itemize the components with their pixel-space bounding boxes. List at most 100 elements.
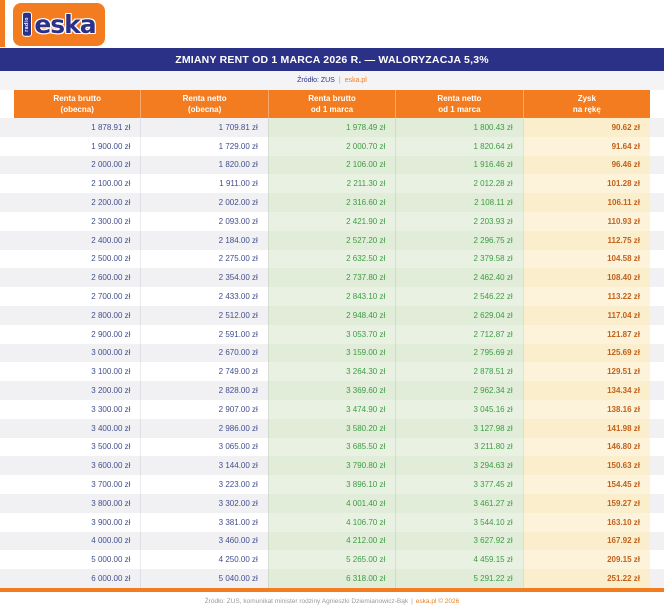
table-row: 3 900.00 zł 3 381.00 zł 4 106.70 zł 3 544.1… <box>0 512 664 532</box>
table-cell-col2: 1 729.00 zł <box>140 136 267 156</box>
table-cell-col5: 112.75 zł <box>522 230 651 250</box>
column-header-line2: (obecna) <box>60 105 94 114</box>
table-cell-col3: 4 106.70 zł <box>267 512 396 532</box>
table-cell-col1: 2 500.00 zł <box>91 254 131 264</box>
table-row: 2 600.00 zł 2 354.00 zł 2 737.80 zł 2 462.4… <box>0 268 664 288</box>
table-cell-col2: 3 381.00 zł <box>140 512 267 532</box>
table-cell-col1: 1 900.00 zł <box>91 141 131 151</box>
table-cell-col5: 251.22 zł <box>522 569 651 588</box>
table-row: 5 000.00 zł 4 250.00 zł 5 265.00 zł 4 459.1… <box>0 550 664 570</box>
eska-logo: radio eska <box>13 3 105 46</box>
table-cell-col3: 4 001.40 zł <box>267 493 396 513</box>
table-cell-col2: 2 670.00 zł <box>140 343 267 363</box>
table-header-row: Renta brutto (obecna) Renta netto (obecn… <box>14 90 650 118</box>
left-accent-bar <box>0 0 5 47</box>
table-cell-col4: 2 878.51 zł <box>395 362 523 382</box>
table-cell-col2: 2 986.00 zł <box>140 418 267 438</box>
table-cell-col2: 2 002.00 zł <box>140 193 267 212</box>
table-cell-col4: 1 916.46 zł <box>395 155 523 175</box>
table-cell-col5: 138.16 zł <box>522 399 651 419</box>
table-cell-col4: 3 627.92 zł <box>395 531 523 551</box>
table-cell-col5: 96.46 zł <box>522 155 651 175</box>
table-row: 3 400.00 zł 2 986.00 zł 3 580.20 zł 3 127.9… <box>0 418 664 438</box>
table-cell-col2: 2 512.00 zł <box>140 305 267 325</box>
table-cell-col4: 1 800.43 zł <box>395 118 523 137</box>
source-separator: | <box>338 77 341 84</box>
column-header-line1: Renta brutto <box>308 93 356 103</box>
table-cell-col5: 113.22 zł <box>522 287 651 306</box>
table-cell-col1: 1 878.91 zł <box>91 122 131 132</box>
table-row: 6 000.00 zł 5 040.00 zł 6 318.00 zł 5 291.2… <box>0 569 664 588</box>
table-cell-col5: 104.58 zł <box>522 249 651 269</box>
column-header-line1: Renta netto <box>182 93 227 103</box>
table-row: 2 100.00 zł 1 911.00 zł 2 211.30 zł 2 012.2… <box>0 174 664 194</box>
table-cell-col5: 167.92 zł <box>522 531 651 551</box>
table-cell-col5: 150.63 zł <box>522 456 651 476</box>
table-cell-col3: 3 896.10 zł <box>267 475 396 494</box>
footer-source: Źródło: ZUS, komunikat minister rodziny … <box>204 597 409 605</box>
table-cell-col1: 2 900.00 zł <box>91 329 131 339</box>
table-cell-col1: 3 800.00 zł <box>91 498 131 508</box>
table-cell-col2: 2 354.00 zł <box>140 268 267 288</box>
table-cell-col3: 5 265.00 zł <box>267 550 396 570</box>
table-cell-col3: 3 264.30 zł <box>267 362 396 382</box>
footer: Źródło: ZUS, komunikat minister rodziny … <box>0 592 664 610</box>
table-cell-col1: 3 600.00 zł <box>91 461 131 471</box>
table-cell-col1: 2 400.00 zł <box>91 235 131 245</box>
table-cell-col3: 3 685.50 zł <box>267 437 396 457</box>
table-cell-col3: 3 053.70 zł <box>267 324 396 344</box>
table-cell-col2: 3 302.00 zł <box>140 493 267 513</box>
table-cell-col1: 3 000.00 zł <box>91 348 131 358</box>
table-cell-col4: 3 294.63 zł <box>395 456 523 476</box>
table-cell-col3: 1 978.49 zł <box>267 118 396 137</box>
table-cell-col2: 2 275.00 zł <box>140 249 267 269</box>
table-cell-col2: 2 907.00 zł <box>140 399 267 419</box>
table-cell-col4: 2 795.69 zł <box>395 343 523 363</box>
table-cell-col2: 3 460.00 zł <box>140 531 267 551</box>
table-cell-col1: 2 200.00 zł <box>91 198 131 208</box>
table-cell-col2: 1 820.00 zł <box>140 155 267 175</box>
source-line: Źródło: ZUS | eska.pl <box>0 71 664 90</box>
table-row: 3 700.00 zł 3 223.00 zł 3 896.10 zł 3 377.4… <box>0 475 664 494</box>
table-cell-col4: 5 291.22 zł <box>395 569 523 588</box>
column-header-line2: od 1 marca <box>438 105 481 114</box>
table-row: 2 700.00 zł 2 433.00 zł 2 843.10 zł 2 546.2… <box>0 287 664 306</box>
table-cell-col3: 3 474.90 zł <box>267 399 396 419</box>
table-cell-col2: 3 223.00 zł <box>140 475 267 494</box>
table-cell-col4: 3 127.98 zł <box>395 418 523 438</box>
table-cell-col1: 2 600.00 zł <box>91 273 131 283</box>
table-cell-col2: 5 040.00 zł <box>140 569 267 588</box>
table-cell-col5: 141.98 zł <box>522 418 651 438</box>
column-header-renta-brutto-obecna: Renta brutto (obecna) <box>14 90 140 118</box>
column-header-line2: (obecna) <box>187 105 222 114</box>
table-cell-col3: 2 316.60 zł <box>267 193 396 212</box>
table-row: 4 000.00 zł 3 460.00 zł 4 212.00 zł 3 627.9… <box>0 531 664 551</box>
table-cell-col3: 2 843.10 zł <box>267 287 396 306</box>
table-cell-col5: 154.45 zł <box>522 475 651 494</box>
table-cell-col3: 3 369.60 zł <box>267 381 396 400</box>
table-cell-col4: 1 820.64 zł <box>395 136 523 156</box>
footer-brand-link[interactable]: eska.pl © 2026 <box>415 597 460 605</box>
table-cell-col2: 2 591.00 zł <box>140 324 267 344</box>
table-cell-col4: 2 108.11 zł <box>395 193 523 212</box>
source-brand-link[interactable]: eska.pl <box>344 77 367 84</box>
footer-separator: | <box>411 597 413 605</box>
table-cell-col4: 2 012.28 zł <box>395 174 523 194</box>
page-title: ZMIANY RENT OD 1 MARCA 2026 R. — WALORYZ… <box>175 53 489 66</box>
table-cell-col2: 4 250.00 zł <box>140 550 267 570</box>
table-row: 2 200.00 zł 2 002.00 zł 2 316.60 zł 2 108.1… <box>0 193 664 212</box>
bottom-accent-bar <box>0 588 664 592</box>
column-header-renta-brutto-od-1-marca: Renta brutto od 1 marca <box>267 90 395 118</box>
table-cell-col1: 2 700.00 zł <box>91 292 131 302</box>
table-cell-col5: 125.69 zł <box>522 343 651 363</box>
table-cell-col5: 209.15 zł <box>522 550 651 570</box>
table-cell-col1: 2 000.00 zł <box>91 160 131 170</box>
table-cell-col3: 3 790.80 zł <box>267 456 396 476</box>
table-cell-col3: 2 211.30 zł <box>267 174 396 194</box>
table-body: 1 878.91 zł 1 709.81 zł 1 978.49 zł 1 800.4… <box>0 118 664 588</box>
column-header-renta-netto-obecna: Renta netto (obecna) <box>140 90 267 118</box>
table-cell-col1: 2 800.00 zł <box>91 310 131 320</box>
table-cell-col2: 1 709.81 zł <box>140 118 267 137</box>
table-row: 2 000.00 zł 1 820.00 zł 2 106.00 zł 1 916.4… <box>0 155 664 175</box>
table-cell-col2: 2 749.00 zł <box>140 362 267 382</box>
